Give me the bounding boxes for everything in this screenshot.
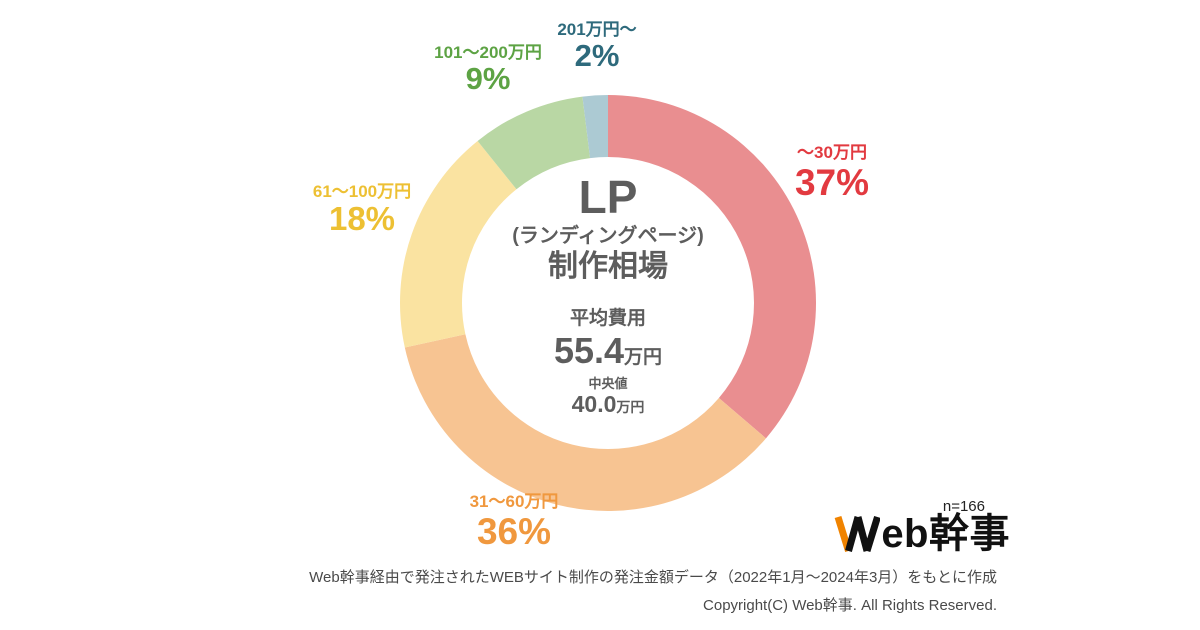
center-title-caption: 制作相場 (548, 249, 668, 283)
donut-segment-1 (404, 334, 766, 511)
segment-percent: 2% (574, 38, 620, 74)
segment-percent: 18% (328, 200, 396, 238)
center-title-main: LP (578, 171, 638, 223)
segment-name: 201万円〜 (557, 20, 637, 39)
segment-percent: 9% (465, 61, 511, 97)
sample-size-label: n=166 (942, 498, 985, 515)
segment-label-under-30man: 〜30万円 37% (795, 143, 869, 203)
chart-center-text: LP (ランディングページ) 制作相場 平均費用 55.4万円 中央値 40.0… (512, 172, 704, 417)
segment-label-over-201man: 201万円〜 2% (557, 20, 636, 74)
logo-w-icon (834, 515, 881, 553)
logo-text: eb幹事 (881, 512, 1010, 556)
segment-name: 101〜200万円 (434, 43, 542, 62)
segment-label-101-200man: 101〜200万円 9% (434, 43, 542, 97)
average-unit: 万円 (624, 346, 663, 368)
segment-percent: 36% (476, 511, 552, 553)
average-cost-caption: 平均費用 (569, 307, 646, 329)
donut-segment-3 (477, 96, 591, 190)
donut-segment-2 (400, 140, 517, 348)
median-cost-value: 40.0万円 (512, 390, 704, 417)
segment-name: 31〜60万円 (469, 492, 559, 511)
median-cost-caption: 中央値 (588, 375, 628, 391)
median-number: 40.0 (571, 390, 617, 417)
center-title-sub: (ランディングページ) (512, 224, 704, 247)
segment-label-31-60man: 31〜60万円 36% (470, 492, 559, 552)
average-number: 55.4 (553, 329, 625, 371)
median-unit: 万円 (616, 398, 645, 415)
segment-name: 〜30万円 (797, 143, 867, 162)
copyright-text: Copyright(C) Web幹事. All Rights Reserved. (703, 597, 997, 614)
segment-name: 61〜100万円 (312, 182, 412, 201)
segment-label-61-100man: 61〜100万円 18% (313, 182, 411, 238)
average-cost-value: 55.4万円 (512, 330, 704, 371)
web-kanji-logo: eb幹事 (834, 514, 1010, 554)
donut-segment-0 (608, 95, 816, 439)
source-note: Web幹事経由で発注されたWEBサイト制作の発注金額データ（2022年1月〜20… (309, 569, 997, 586)
donut-segment-4 (582, 95, 608, 159)
segment-percent: 37% (794, 162, 870, 204)
